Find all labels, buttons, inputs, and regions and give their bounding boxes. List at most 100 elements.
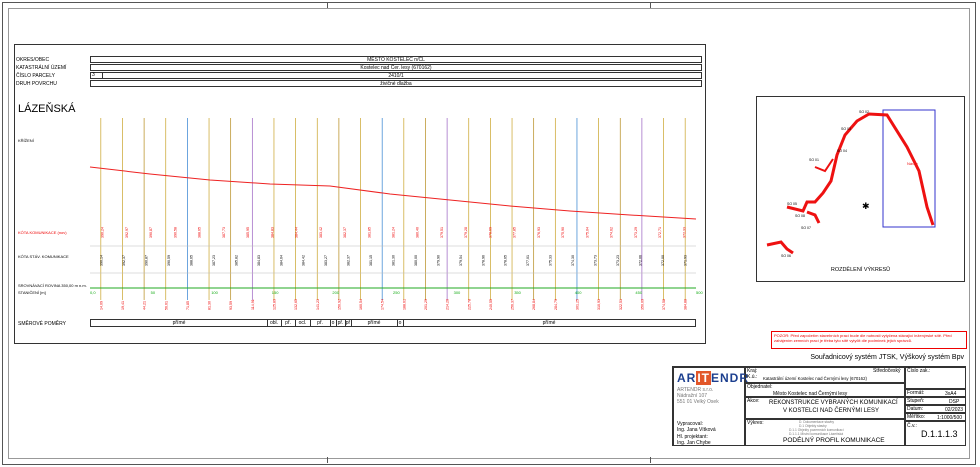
format-label: Formát:	[907, 390, 925, 396]
chainage-value: 301,25	[575, 299, 579, 310]
chainage-value: 322,51	[619, 299, 623, 310]
overview-map: SO 03 SO 02 SO 04 SO 01 SO 05 SO 06 SO 0…	[756, 96, 965, 282]
chainage-value: 114,91	[251, 299, 255, 310]
chainage-value: 141,23	[316, 299, 320, 310]
road-level-value: 384,83	[270, 227, 274, 238]
existing-level-value: 382,37	[347, 255, 351, 266]
direction-segment: př.	[310, 320, 331, 327]
existing-level-value: 377,01	[526, 255, 530, 266]
logo-part: AR	[677, 371, 697, 385]
chainage-value: 93,59	[229, 301, 233, 310]
client-value: Město Kostelec nad Černými lesy	[773, 391, 848, 397]
logo-part: IT	[696, 371, 712, 385]
action-value: REKONSTRUKCE VYBRANÝCH KOMUNIKACÍ	[769, 400, 898, 406]
road-level-value: 372,33	[682, 227, 686, 238]
chainage-marker: 200	[332, 290, 339, 295]
existing-level-value: 374,30	[571, 255, 575, 266]
chainage-markers: 0,0 50 100 150 200 250 300 350 400 450 500	[90, 290, 703, 295]
chainage-label: STANIČENÍ [m]	[18, 290, 46, 295]
map-label: Návrh	[907, 161, 918, 166]
direction-segment: o	[330, 320, 337, 327]
crossing-lines	[100, 118, 686, 300]
table-row: KATASTRÁLNÍ ÚZEMÍ Kostelec nad Čer. lesy…	[14, 64, 706, 72]
direction-segment: obl.	[267, 320, 282, 327]
chainage-value: 160,54	[359, 299, 363, 310]
direction-segment: př.	[281, 320, 296, 327]
road-network	[786, 112, 935, 226]
existing-level-value: 372,06	[638, 255, 642, 266]
road-level-value: 379,28	[464, 227, 468, 238]
row-label: ČÍSLO PARCELY	[16, 73, 55, 79]
crossings-label: KŘÍŽENÍ	[18, 138, 34, 143]
kraj-label: Kraj:	[747, 368, 758, 374]
chainage-value: 174,54	[381, 299, 385, 310]
row-sub: 3	[90, 72, 103, 79]
row-value: živičné dlažba	[90, 80, 702, 87]
drawing-sub: D.1.1.1 Místní komunikace Lázeňská	[789, 432, 844, 436]
warning-note: POZOR: Před započetím stavebních prací b…	[771, 331, 967, 349]
existing-level-value: 385,82	[234, 255, 238, 266]
existing-level-value: 388,65	[190, 255, 194, 266]
road-level-value: 375,90	[561, 227, 565, 238]
existing-level-value: 379,54	[459, 255, 463, 266]
stage-value: DSP	[949, 399, 960, 405]
direction-segment: o	[397, 320, 404, 327]
map-label: SO 02	[859, 110, 869, 114]
level-labels: 14,09 19,41 44,21 56,61 71,85 81,30 93,59 114,9…	[99, 227, 687, 310]
direction-row: přímé obl. př. ocl. př. o př. př přímé o…	[90, 319, 696, 327]
drawn-by: Ing. Jana Vítková	[677, 427, 716, 433]
chainage-value: 268,84	[532, 299, 536, 310]
chief-designer: Ing. Jan Chybe	[677, 440, 711, 446]
logo-part: ENDR	[711, 371, 750, 385]
scale-label: Měřítko:	[907, 414, 926, 420]
north-arrow-icon: ✱	[862, 202, 870, 212]
road-level-value: 390,58	[173, 227, 177, 238]
existing-level-value: 379,90	[436, 255, 440, 266]
direction-segment: ocl.	[295, 320, 311, 327]
existing-level-value: 378,65	[504, 255, 508, 266]
chainage-value: 14,09	[99, 301, 103, 310]
client-cell	[745, 383, 905, 397]
drawing-label: Výkres:	[747, 420, 764, 426]
road-level-value: 381,85	[367, 227, 371, 238]
drawing-sub: D.1.1 Objekty pozemních komunikací	[789, 428, 844, 432]
chainage-value: 240,55	[489, 299, 493, 310]
road-profile-line	[89, 166, 697, 220]
drawing-title: PODÉLNÝ PROFIL KOMUNIKACE	[783, 437, 885, 444]
profile-frame	[14, 44, 706, 344]
chainage-marker: 300	[454, 290, 461, 295]
chainage-value: 384,88	[684, 299, 688, 310]
stage-cell	[905, 397, 966, 405]
map-label: SO 07	[801, 226, 811, 230]
company-line: ARTENDR s.r.o.	[677, 387, 714, 393]
chainage-marker: 250	[393, 290, 400, 295]
scale-cell	[905, 413, 966, 421]
existing-level-value: 371,93	[683, 255, 687, 266]
chainage-value: 150,92	[337, 299, 341, 310]
chainage-value: 225,78	[467, 299, 471, 310]
row-value: 2410/1	[90, 72, 702, 79]
road-level-value: 392,97	[125, 227, 129, 238]
chainage-marker: 500	[696, 290, 703, 295]
map-label: SO 08	[795, 214, 805, 218]
table-row: OKRES/OBEC MĚSTO KOSTELEC n/ČL	[14, 56, 706, 64]
road-level-value: 388,65	[198, 227, 202, 238]
action-label: Akce:	[747, 398, 760, 404]
chainage-marker: 50	[151, 290, 156, 295]
company-line: 551 01 Velký Osek	[677, 399, 719, 405]
existing-level-value: 384,83	[257, 255, 261, 266]
overview-caption: ROZDĚLENÍ VÝKRESŮ	[830, 267, 891, 273]
existing-level-value: 387,23	[212, 255, 216, 266]
map-label: SO 03	[841, 127, 851, 131]
road-level-value: 384,44	[295, 227, 299, 238]
datum-label: SROVNÁVACÍ ROVINA 350,00 m n.m.	[18, 283, 87, 288]
row-label: OKRES/OBEC	[16, 57, 50, 63]
road-branch	[766, 210, 821, 255]
map-label: SO 04	[837, 149, 847, 153]
chainage-marker: 150	[272, 290, 279, 295]
existing-level-value: 372,00	[661, 255, 665, 266]
row-label: KATASTRÁLNÍ ÚZEMÍ	[16, 65, 67, 71]
overview-drawing: SO 03 SO 02 SO 04 SO 01 SO 05 SO 06 SO 0…	[766, 109, 936, 258]
road-level-value: 380,40	[416, 227, 420, 238]
